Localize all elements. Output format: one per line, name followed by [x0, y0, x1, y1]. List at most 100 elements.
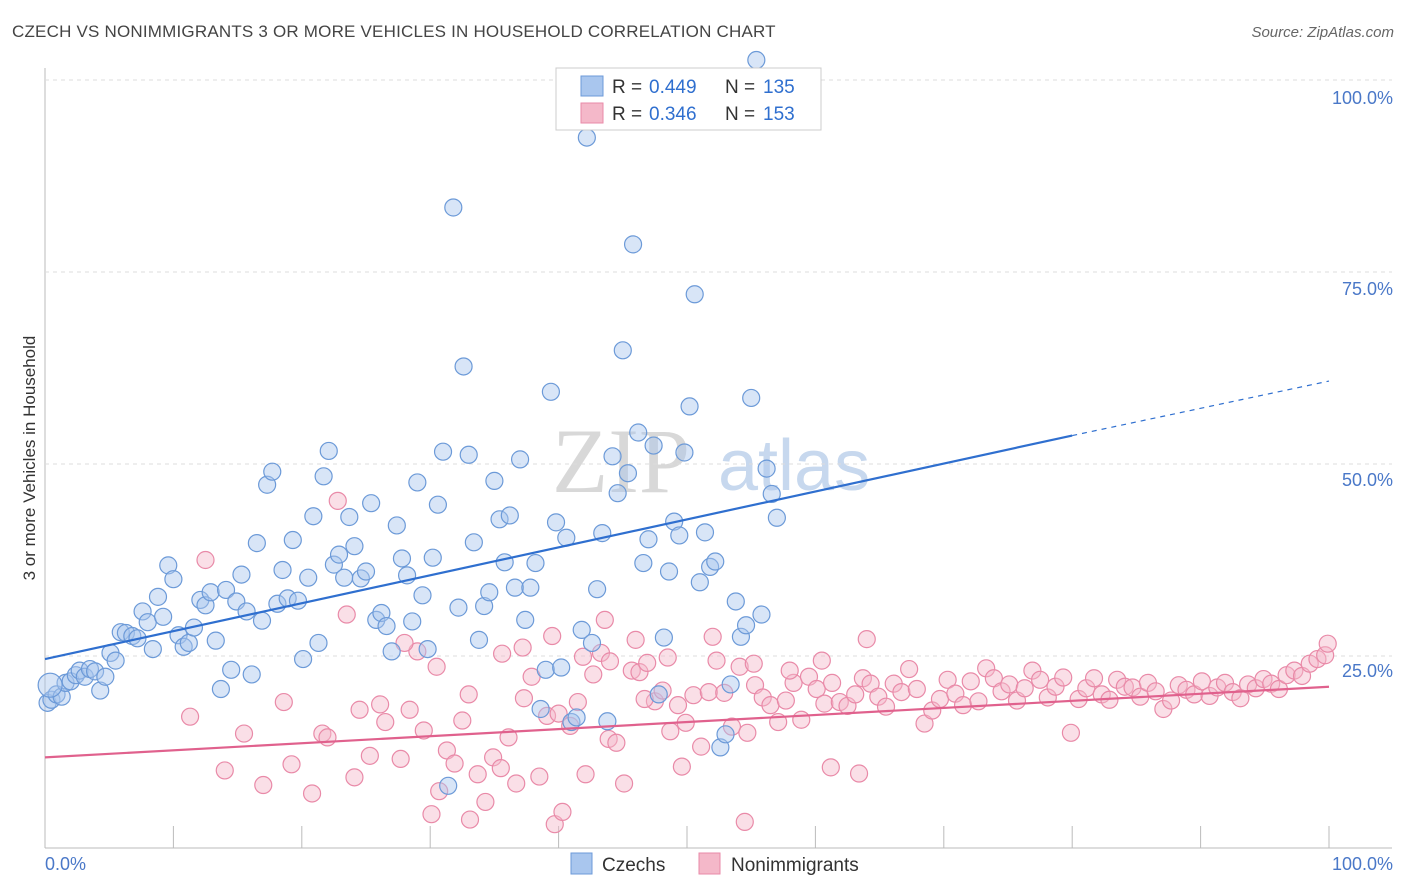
- nonimmigrants-point: [668, 696, 688, 715]
- czechs-point: [685, 285, 704, 304]
- nonimmigrants-point: [422, 805, 441, 824]
- czechs-point: [582, 633, 602, 653]
- czechs-point: [500, 506, 519, 525]
- legend-swatch-nonimmigrants: [580, 102, 604, 124]
- czechs-point: [148, 587, 168, 606]
- czechs-point: [335, 568, 354, 587]
- czechs-point: [242, 665, 261, 684]
- nonimmigrants-point: [543, 626, 562, 646]
- nonimmigrants-point: [1023, 661, 1042, 680]
- y-tick-label-25: 25.0%: [1342, 661, 1393, 681]
- czechs-point: [329, 545, 349, 564]
- nonimmigrants-point: [302, 784, 322, 803]
- czechs-point: [747, 50, 766, 70]
- nonimmigrants-point: [792, 710, 811, 729]
- czechs-point: [526, 553, 545, 573]
- nonimmigrants-point: [318, 728, 337, 747]
- legend-n-value-czechs: 135: [763, 77, 795, 98]
- nonimmigrants-point: [635, 689, 654, 709]
- czechs-point: [629, 423, 648, 442]
- czechs-point: [567, 708, 586, 727]
- nonimmigrants-point: [821, 758, 840, 777]
- watermark-zip: ZIP: [552, 410, 690, 512]
- czechs-point: [449, 598, 468, 617]
- legend-r-label-nonimmigrants: R =: [612, 104, 642, 125]
- nonimmigrants-point: [445, 754, 464, 773]
- bottom-legend: Czechs Nonimmigrants: [570, 852, 859, 876]
- czechs-point: [762, 484, 781, 504]
- czechs-trend-extension: [1072, 380, 1330, 437]
- nonimmigrants-point: [1061, 723, 1081, 742]
- czechs-point: [283, 530, 302, 550]
- czechs-points: [37, 50, 786, 795]
- x-tick-label-0: 0.0%: [45, 854, 86, 874]
- nonimmigrants-point: [846, 685, 865, 704]
- czechs-point: [91, 681, 110, 700]
- czechs-point: [546, 513, 566, 532]
- czechs-point: [263, 462, 282, 481]
- czechs-point: [340, 507, 359, 527]
- czechs-point: [222, 660, 241, 679]
- czechs-point: [634, 553, 653, 573]
- czechs-point: [680, 397, 699, 416]
- czechs-point: [726, 592, 745, 611]
- bottom-legend-swatch-nonimmigrants: [698, 852, 721, 875]
- czechs-point: [418, 639, 437, 659]
- czechs-point: [428, 495, 448, 514]
- nonimmigrants-point: [468, 765, 487, 784]
- czechs-point: [613, 341, 632, 360]
- nonimmigrants-point: [876, 697, 896, 716]
- nonimmigrants-point: [707, 651, 726, 670]
- nonimmigrants-point: [459, 685, 478, 704]
- czechs-point: [247, 534, 266, 553]
- czechs-point: [767, 508, 786, 527]
- czechs-point: [490, 510, 509, 529]
- czechs-point: [138, 613, 157, 632]
- czechs-point: [356, 562, 376, 581]
- legend-r-value-czechs: 0.449: [649, 77, 697, 98]
- nonimmigrants-point: [513, 638, 532, 657]
- nonimmigrants-point: [815, 694, 834, 713]
- nonimmigrants-point: [600, 652, 620, 671]
- nonimmigrants-point: [776, 691, 795, 710]
- nonimmigrants-point: [1231, 689, 1250, 708]
- nonimmigrants-point: [730, 657, 749, 676]
- nonimmigrants-point: [892, 682, 911, 702]
- legend-n-label-czechs: N =: [725, 77, 755, 98]
- nonimmigrants-point: [1046, 677, 1065, 696]
- nonimmigrants-point: [692, 737, 711, 756]
- nonimmigrants-point: [576, 765, 595, 784]
- nonimmigrants-point: [822, 673, 842, 692]
- czechs-point: [706, 552, 725, 571]
- czechs-point: [423, 548, 442, 567]
- czechs-point: [659, 562, 679, 581]
- czechs-point: [314, 467, 333, 486]
- nonimmigrants-point: [1054, 668, 1073, 687]
- nonimmigrants-point: [514, 689, 534, 708]
- czechs-point: [252, 611, 272, 630]
- nonimmigrants-point: [630, 663, 649, 682]
- nonimmigrants-point: [328, 491, 347, 510]
- x-ticks: [172, 826, 1330, 848]
- nonimmigrants-point: [234, 724, 254, 743]
- czechs-point: [731, 627, 751, 646]
- czechs-point: [459, 445, 478, 464]
- chart-title: CZECH VS NONIMMIGRANTS 3 OR MORE VEHICLE…: [12, 22, 776, 41]
- bottom-legend-swatch-czechs: [570, 852, 593, 875]
- nonimmigrants-point: [626, 630, 645, 649]
- czechs-point: [159, 556, 178, 575]
- nonimmigrants-point: [607, 733, 626, 752]
- nonimmigrants-point: [1030, 670, 1050, 689]
- nonimmigrants-point: [961, 672, 980, 691]
- legend-swatch-czechs: [580, 75, 604, 97]
- nonimmigrants-point: [584, 665, 603, 684]
- czechs-point: [588, 580, 607, 599]
- czechs-point: [695, 523, 715, 542]
- nonimmigrants-point: [1318, 634, 1337, 653]
- watermark-atlas: atlas: [718, 426, 870, 506]
- nonimmigrants-point: [196, 550, 215, 570]
- czechs-point: [639, 530, 658, 549]
- czechs-point: [454, 357, 473, 376]
- nonimmigrants-point: [1108, 670, 1127, 689]
- czechs-point: [469, 630, 489, 649]
